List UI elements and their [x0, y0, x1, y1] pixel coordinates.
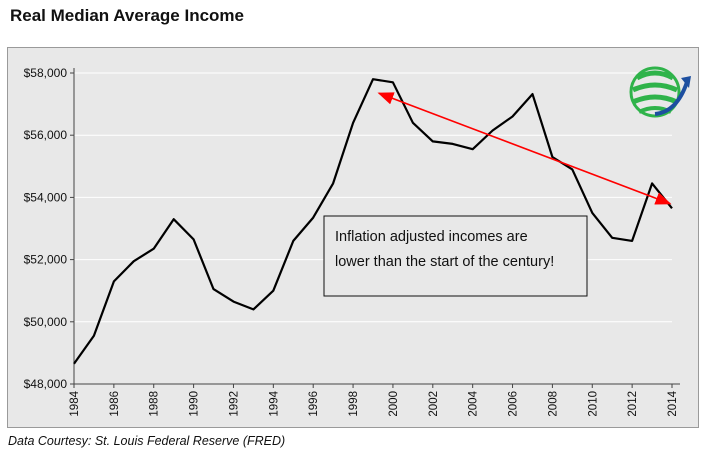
x-tick-label: 2004	[468, 390, 480, 416]
source-note: Data Courtesy: St. Louis Federal Reserve…	[8, 434, 286, 448]
x-tick-label: 1986	[109, 391, 121, 417]
x-tick-label: 1984	[69, 390, 81, 416]
x-tick-label: 2008	[547, 391, 559, 417]
x-tick-label: 2014	[667, 390, 679, 416]
line-chart: $48,000 $50,000 $52,000 $54,000 $56,000 $58,0…	[24, 66, 691, 417]
y-tick-label: $50,000	[24, 315, 68, 329]
y-tick-label: $58,000	[24, 66, 68, 80]
x-tick-label: 2012	[627, 391, 639, 417]
x-tick-label: 1988	[149, 391, 161, 417]
annotations: Inflation adjusted incomes are lower tha…	[323, 92, 672, 297]
y-tick-label: $52,000	[24, 253, 68, 267]
x-tick-label: 1992	[228, 391, 240, 417]
y-tick-label: $54,000	[24, 190, 68, 204]
axes: $48,000 $50,000 $52,000 $54,000 $56,000 $58,0…	[24, 66, 680, 417]
annotation-box	[323, 215, 588, 297]
page-title: Real Median Average Income	[10, 6, 244, 25]
x-tick-label: 2006	[508, 391, 520, 417]
annotation-line-2: lower than the start of the century!	[335, 254, 554, 270]
y-tick-label: $56,000	[24, 128, 68, 142]
x-tick-label: 2000	[388, 391, 400, 417]
x-tick-label: 1998	[348, 391, 360, 417]
trend-arrow	[377, 92, 672, 205]
x-tick-label: 2010	[587, 391, 599, 417]
x-tick-label: 2002	[428, 391, 440, 417]
y-tick-label: $48,000	[24, 377, 68, 391]
x-tick-label: 1990	[189, 391, 201, 417]
annotation-line-1: Inflation adjusted incomes are	[335, 229, 528, 245]
chart-area: $48,000 $50,000 $52,000 $54,000 $56,000 $58,0…	[7, 47, 699, 428]
x-tick-label: 1996	[308, 391, 320, 417]
x-tick-label: 1994	[268, 390, 280, 416]
globe-arrow-logo-icon	[629, 66, 691, 118]
